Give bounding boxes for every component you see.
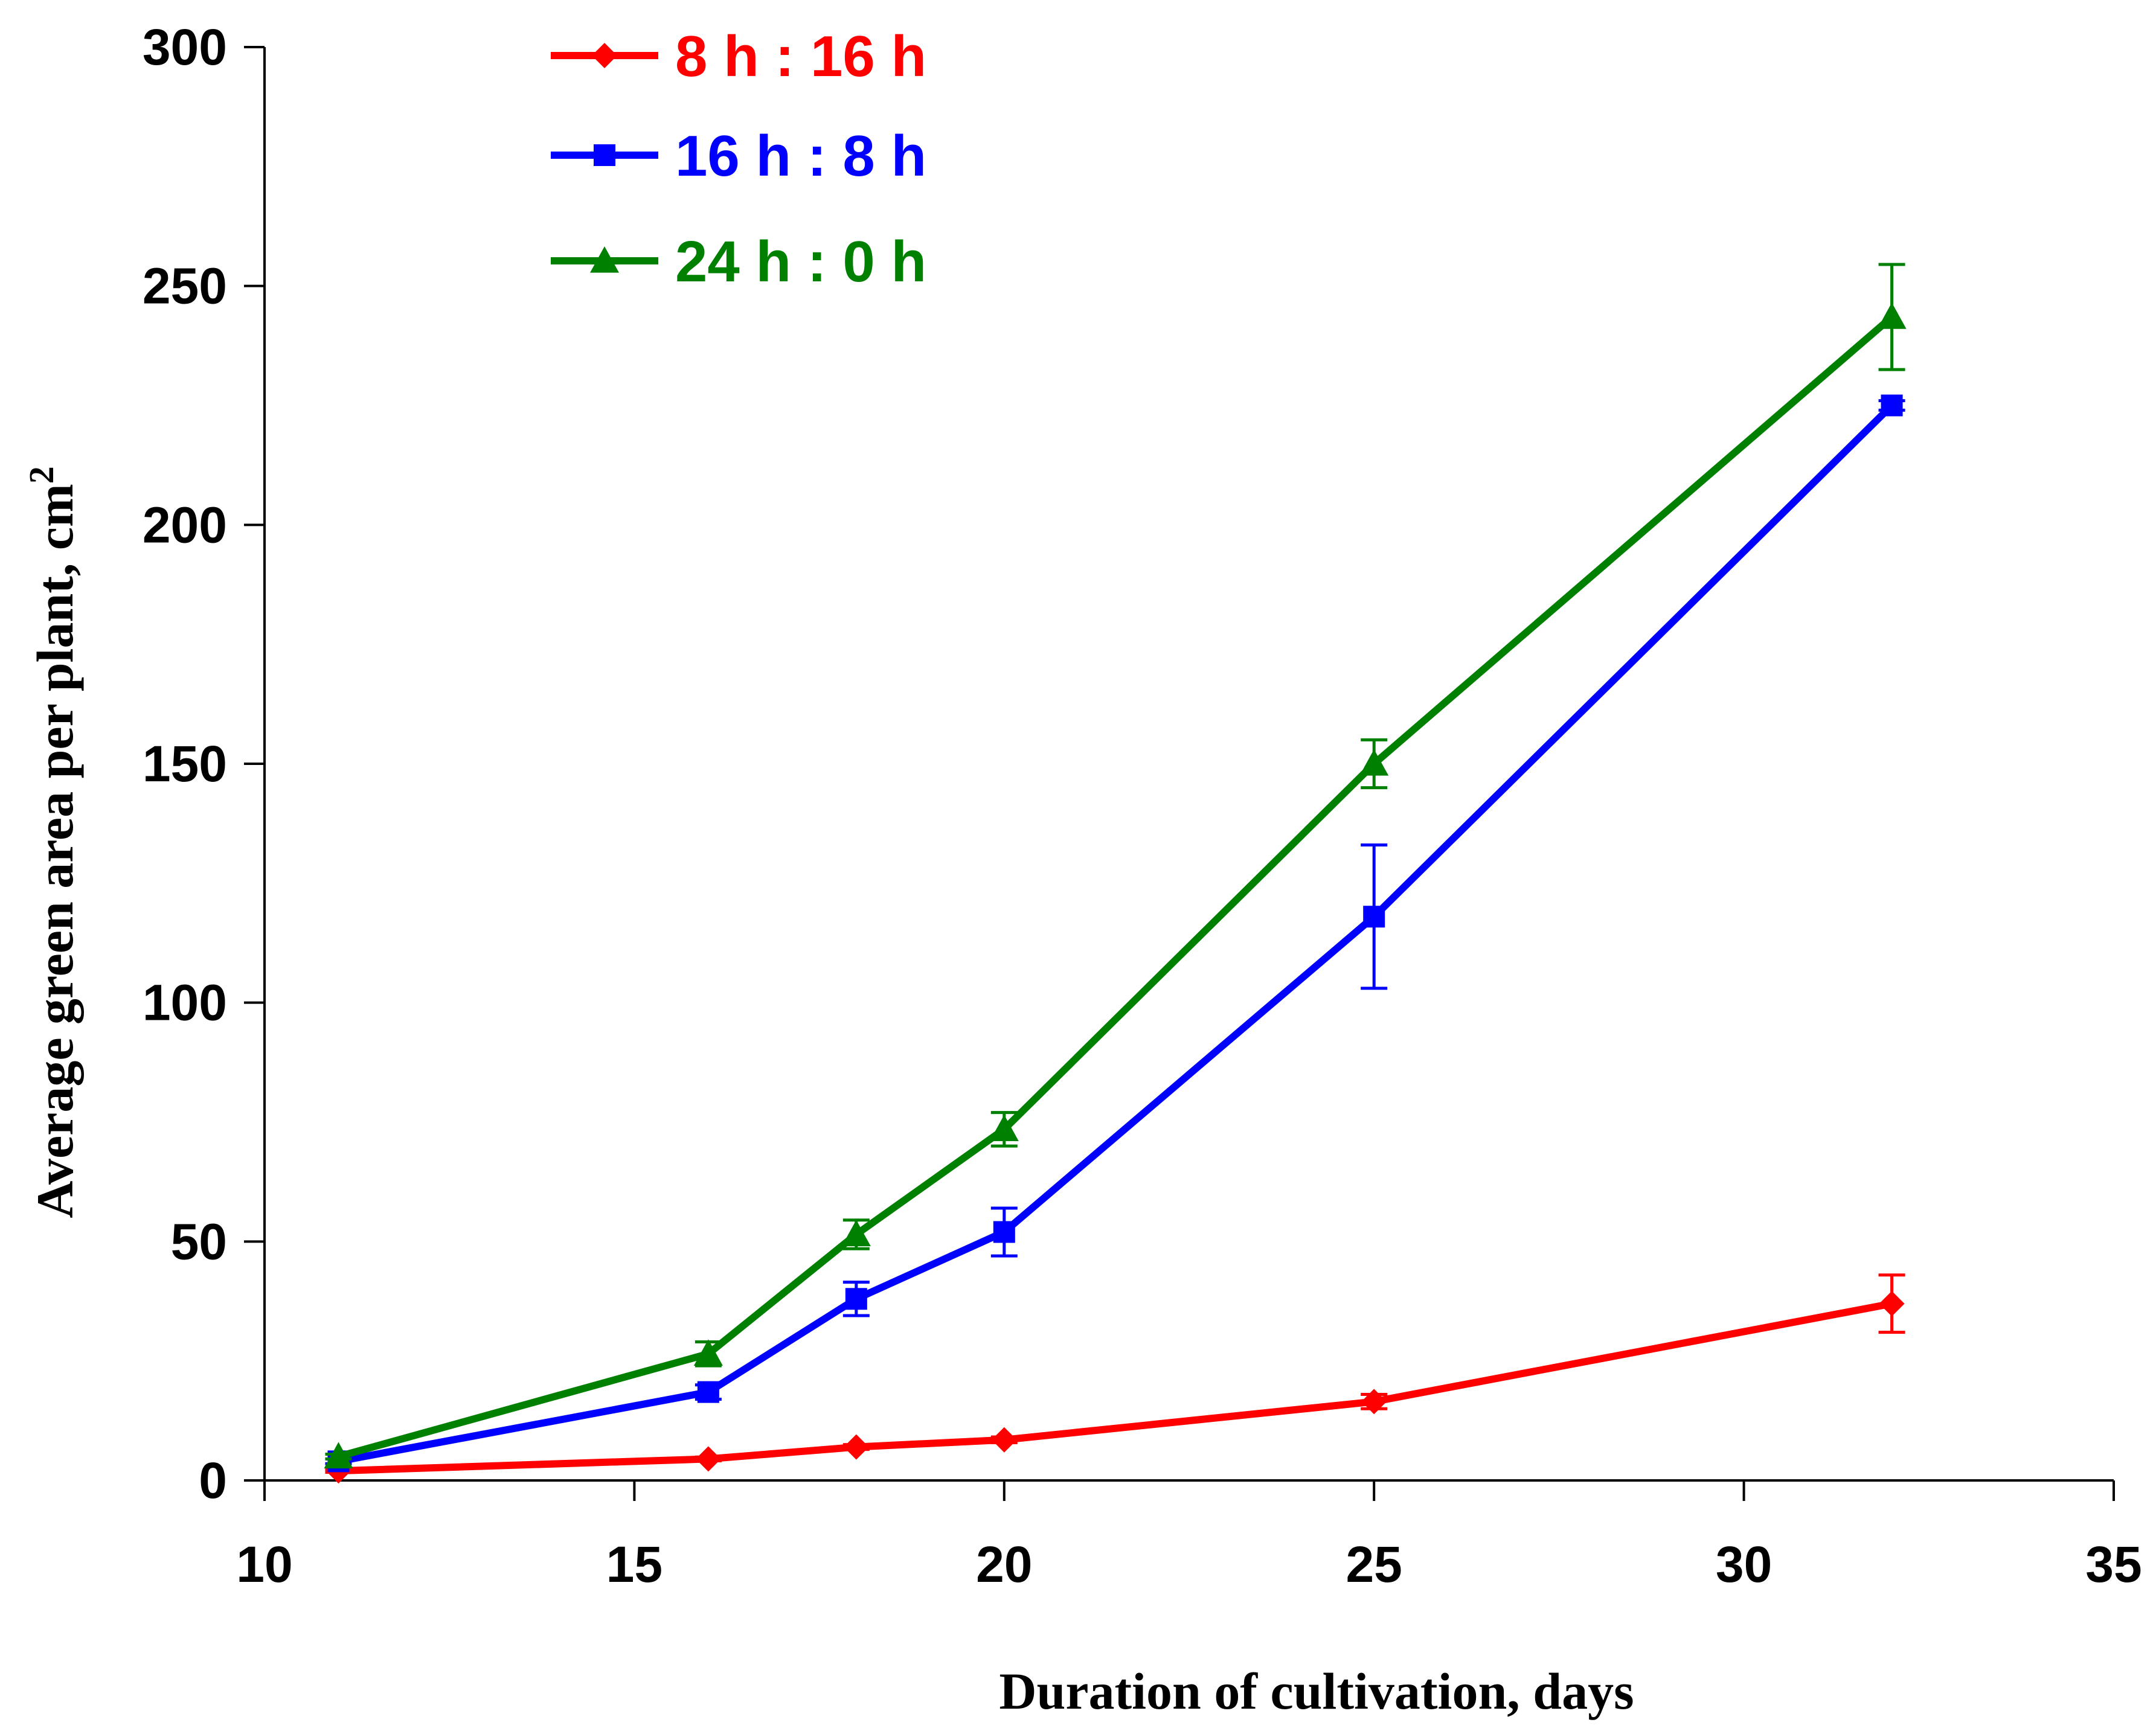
data-point <box>1877 302 1907 329</box>
legend: 8 h : 16 h 16 h : 8 h 24 h : 0 h <box>551 24 926 294</box>
x-tick-label: 25 <box>1346 1536 1402 1593</box>
data-point <box>1361 1389 1387 1415</box>
y-axis-title-superscript: 2 <box>22 466 61 484</box>
series-3 <box>324 263 1907 1469</box>
x-tick-label: 15 <box>606 1536 663 1593</box>
data-point <box>843 1434 869 1460</box>
y-axis-title: Average green area per plant, cm2 <box>22 466 85 1218</box>
data-point <box>697 1381 719 1403</box>
x-tick-label: 35 <box>2085 1536 2142 1593</box>
data-point <box>324 1442 353 1469</box>
legend-item-1: 8 h : 16 h <box>551 24 926 89</box>
series-line <box>338 1300 1893 1475</box>
y-tick-label: 200 <box>143 496 227 553</box>
legend-item-3: 24 h : 0 h <box>551 229 926 294</box>
data-point <box>845 1288 867 1310</box>
legend-marker <box>590 246 619 273</box>
legend-label: 8 h : 16 h <box>675 24 926 89</box>
series-layer <box>324 263 1907 1484</box>
legend-marker <box>594 144 615 166</box>
y-tick-label: 100 <box>143 974 227 1031</box>
data-point <box>1363 906 1385 928</box>
axes: 0 50 100 150 200 250 300 10 15 20 25 30 35 <box>143 19 2142 1593</box>
data-point <box>989 1115 1019 1142</box>
y-tick-label: 300 <box>143 19 227 75</box>
x-axis-title: Duration of cultivation, days <box>999 1662 1634 1720</box>
data-point <box>993 1221 1015 1243</box>
data-point <box>1881 394 1903 417</box>
y-axis-title-main: Average green area per plant, cm <box>26 484 84 1218</box>
data-point <box>841 1220 871 1247</box>
legend-label: 16 h : 8 h <box>675 124 926 188</box>
y-tick-label: 0 <box>199 1452 227 1509</box>
y-tick-label: 150 <box>143 735 227 792</box>
y-tick-label: 250 <box>143 258 227 315</box>
data-point <box>695 1446 721 1472</box>
legend-label: 24 h : 0 h <box>675 229 926 294</box>
x-tick-label: 30 <box>1716 1536 1772 1593</box>
legend-item-2: 16 h : 8 h <box>551 124 926 188</box>
series-1 <box>325 1273 1905 1484</box>
series-2 <box>325 394 1905 1473</box>
series-line <box>337 314 1895 1461</box>
data-point <box>1359 749 1389 776</box>
legend-marker <box>592 43 617 68</box>
series-line <box>338 403 1895 1465</box>
y-tick-label: 50 <box>171 1213 227 1270</box>
x-tick-label: 10 <box>236 1536 292 1593</box>
x-tick-label: 20 <box>976 1536 1032 1593</box>
data-point <box>1879 1291 1905 1317</box>
data-point <box>693 1339 723 1366</box>
data-point <box>991 1427 1017 1453</box>
